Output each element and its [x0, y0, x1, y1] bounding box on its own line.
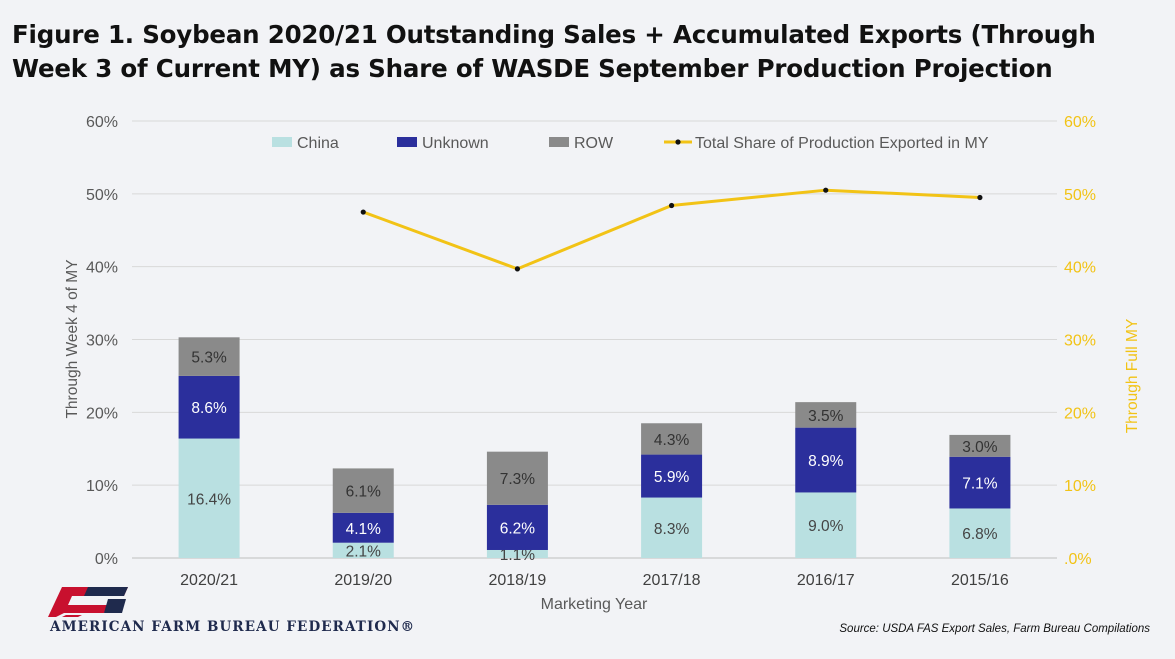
y-tick-label: 40% — [86, 260, 118, 277]
logo-text: AMERICAN FARM BUREAU FEDERATION® — [50, 619, 416, 635]
x-tick-label: 2019/20 — [334, 572, 392, 589]
bar-unknown — [486, 504, 548, 550]
y2-tick-label: 50% — [1064, 187, 1096, 204]
legend-label: China — [297, 135, 339, 152]
bar-china — [949, 508, 1011, 558]
bar-unknown — [332, 512, 394, 543]
x-axis-title: Marketing Year — [541, 596, 648, 613]
x-tick-label: 2017/18 — [643, 572, 701, 589]
legend-swatch — [549, 137, 569, 147]
x-tick-label: 2020/21 — [180, 572, 238, 589]
bar-row — [332, 468, 394, 513]
y-tick-label: 50% — [86, 187, 118, 204]
data-label: 3.5% — [808, 408, 844, 425]
y2-tick-label: 40% — [1064, 260, 1096, 277]
legend-line-marker — [675, 139, 681, 145]
bar-china — [332, 542, 394, 558]
bar-unknown — [795, 427, 857, 493]
x-tick-label: 2016/17 — [797, 572, 855, 589]
line-total-share — [362, 188, 980, 271]
bar-china — [795, 492, 857, 558]
data-label: 8.6% — [191, 400, 227, 417]
data-label: 6.1% — [346, 484, 382, 501]
bar-row — [178, 337, 240, 376]
y-tick-label: 20% — [86, 405, 118, 422]
data-label: 4.3% — [654, 432, 690, 449]
y-tick-label: 60% — [86, 114, 118, 131]
legend-label: Unknown — [422, 135, 489, 152]
y2-tick-label: 10% — [1064, 478, 1096, 495]
afbf-logo — [48, 587, 128, 617]
data-label: 5.3% — [191, 350, 227, 367]
legend-label: ROW — [574, 135, 614, 152]
line-point — [977, 194, 983, 201]
line-point — [668, 202, 675, 209]
line-point — [823, 187, 829, 193]
data-label: 6.8% — [962, 526, 998, 543]
source-note: Source: USDA FAS Export Sales, Farm Bure… — [839, 623, 1150, 635]
data-label: 6.2% — [500, 520, 536, 537]
legend-swatch — [397, 137, 417, 147]
bar-row — [949, 434, 1011, 457]
data-label: 9.0% — [808, 518, 844, 535]
legend-swatch — [272, 137, 292, 147]
y-tick-label: 30% — [86, 333, 118, 350]
bar-row — [486, 451, 548, 505]
data-label: 5.9% — [654, 469, 690, 486]
data-label: 7.3% — [500, 471, 536, 488]
data-label: 8.9% — [808, 453, 844, 470]
bar-china — [178, 438, 240, 558]
x-tick-label: 2015/16 — [951, 572, 1009, 589]
y2-tick-label: .0% — [1064, 551, 1092, 568]
data-label: 4.1% — [346, 521, 382, 538]
data-label: 7.1% — [962, 476, 998, 493]
data-label: 3.0% — [962, 439, 998, 456]
bar-china — [641, 497, 703, 558]
bar-unknown — [178, 375, 240, 439]
data-label: 2.1% — [346, 543, 382, 560]
bar-unknown — [641, 454, 703, 498]
y2-tick-label: 30% — [1064, 333, 1096, 350]
line-point — [514, 266, 521, 272]
data-label: 16.4% — [187, 491, 231, 508]
bar-unknown — [949, 456, 1011, 509]
y-axis-title: Through Week 4 of MY — [64, 259, 81, 418]
y-tick-label: 10% — [86, 478, 118, 495]
y-tick-label: 0% — [95, 551, 118, 568]
x-tick-label: 2018/19 — [488, 572, 546, 589]
bar-row — [795, 402, 857, 428]
legend-label: Total Share of Production Exported in MY — [695, 135, 989, 152]
y2-axis-title: Through Full MY — [1124, 319, 1141, 434]
chart-title: Figure 1. Soybean 2020/21 Outstanding Sa… — [12, 20, 1096, 83]
data-label: 1.1% — [500, 547, 536, 564]
line-point — [360, 209, 366, 215]
bar-china — [486, 549, 548, 558]
bar-row — [641, 423, 703, 455]
y2-tick-label: 20% — [1064, 405, 1096, 422]
data-label: 8.3% — [654, 521, 690, 538]
y2-tick-label: 60% — [1064, 114, 1096, 131]
